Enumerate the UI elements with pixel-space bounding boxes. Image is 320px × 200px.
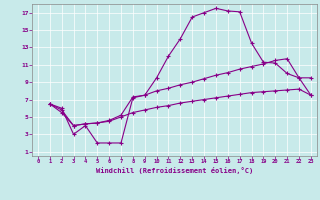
X-axis label: Windchill (Refroidissement éolien,°C): Windchill (Refroidissement éolien,°C)	[96, 167, 253, 174]
